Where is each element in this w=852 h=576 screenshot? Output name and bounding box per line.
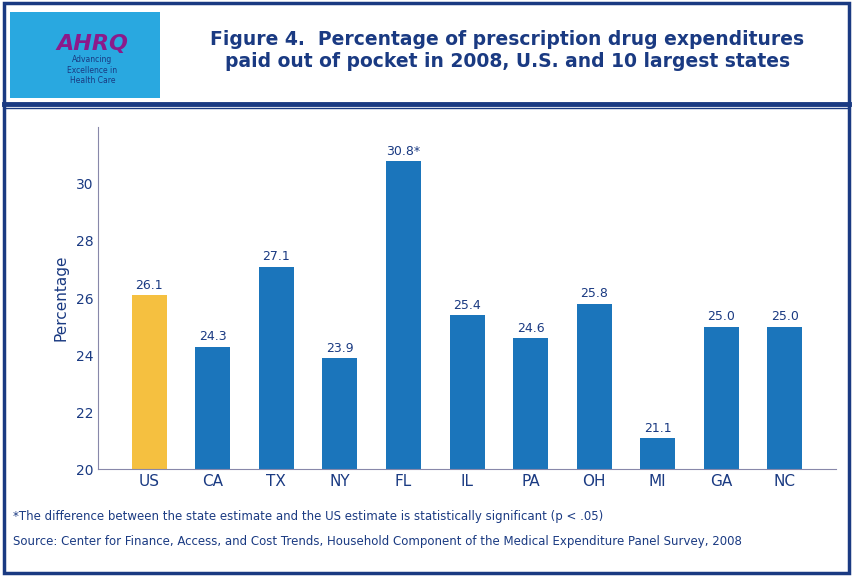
Bar [513, 338, 548, 469]
Bar [131, 295, 166, 469]
Text: AHRQ: AHRQ [56, 35, 128, 54]
Bar [322, 358, 357, 469]
Bar [703, 327, 738, 469]
Text: 25.0: 25.0 [706, 310, 734, 323]
Bar [640, 438, 675, 469]
Text: 25.4: 25.4 [452, 299, 481, 312]
Text: 27.1: 27.1 [262, 250, 290, 263]
Bar [258, 267, 293, 469]
Text: Figure 4.  Percentage of prescription drug expenditures
paid out of pocket in 20: Figure 4. Percentage of prescription dru… [210, 30, 803, 71]
Text: 24.6: 24.6 [516, 321, 544, 335]
Text: 30.8*: 30.8* [386, 145, 420, 158]
Bar [385, 161, 420, 469]
Bar [767, 327, 802, 469]
Text: 21.1: 21.1 [643, 422, 671, 435]
Text: 25.8: 25.8 [579, 287, 607, 300]
Text: 26.1: 26.1 [135, 279, 163, 292]
Bar [449, 315, 484, 469]
Text: Advancing
Excellence in
Health Care: Advancing Excellence in Health Care [67, 55, 118, 85]
Y-axis label: Percentage: Percentage [54, 255, 68, 342]
Text: *The difference between the state estimate and the US estimate is statistically : *The difference between the state estima… [13, 510, 602, 523]
Bar [195, 347, 230, 469]
Text: 25.0: 25.0 [770, 310, 798, 323]
Text: 23.9: 23.9 [325, 342, 354, 355]
Text: 24.3: 24.3 [199, 330, 227, 343]
Bar [576, 304, 611, 469]
Text: Source: Center for Finance, Access, and Cost Trends, Household Component of the : Source: Center for Finance, Access, and … [13, 535, 740, 548]
